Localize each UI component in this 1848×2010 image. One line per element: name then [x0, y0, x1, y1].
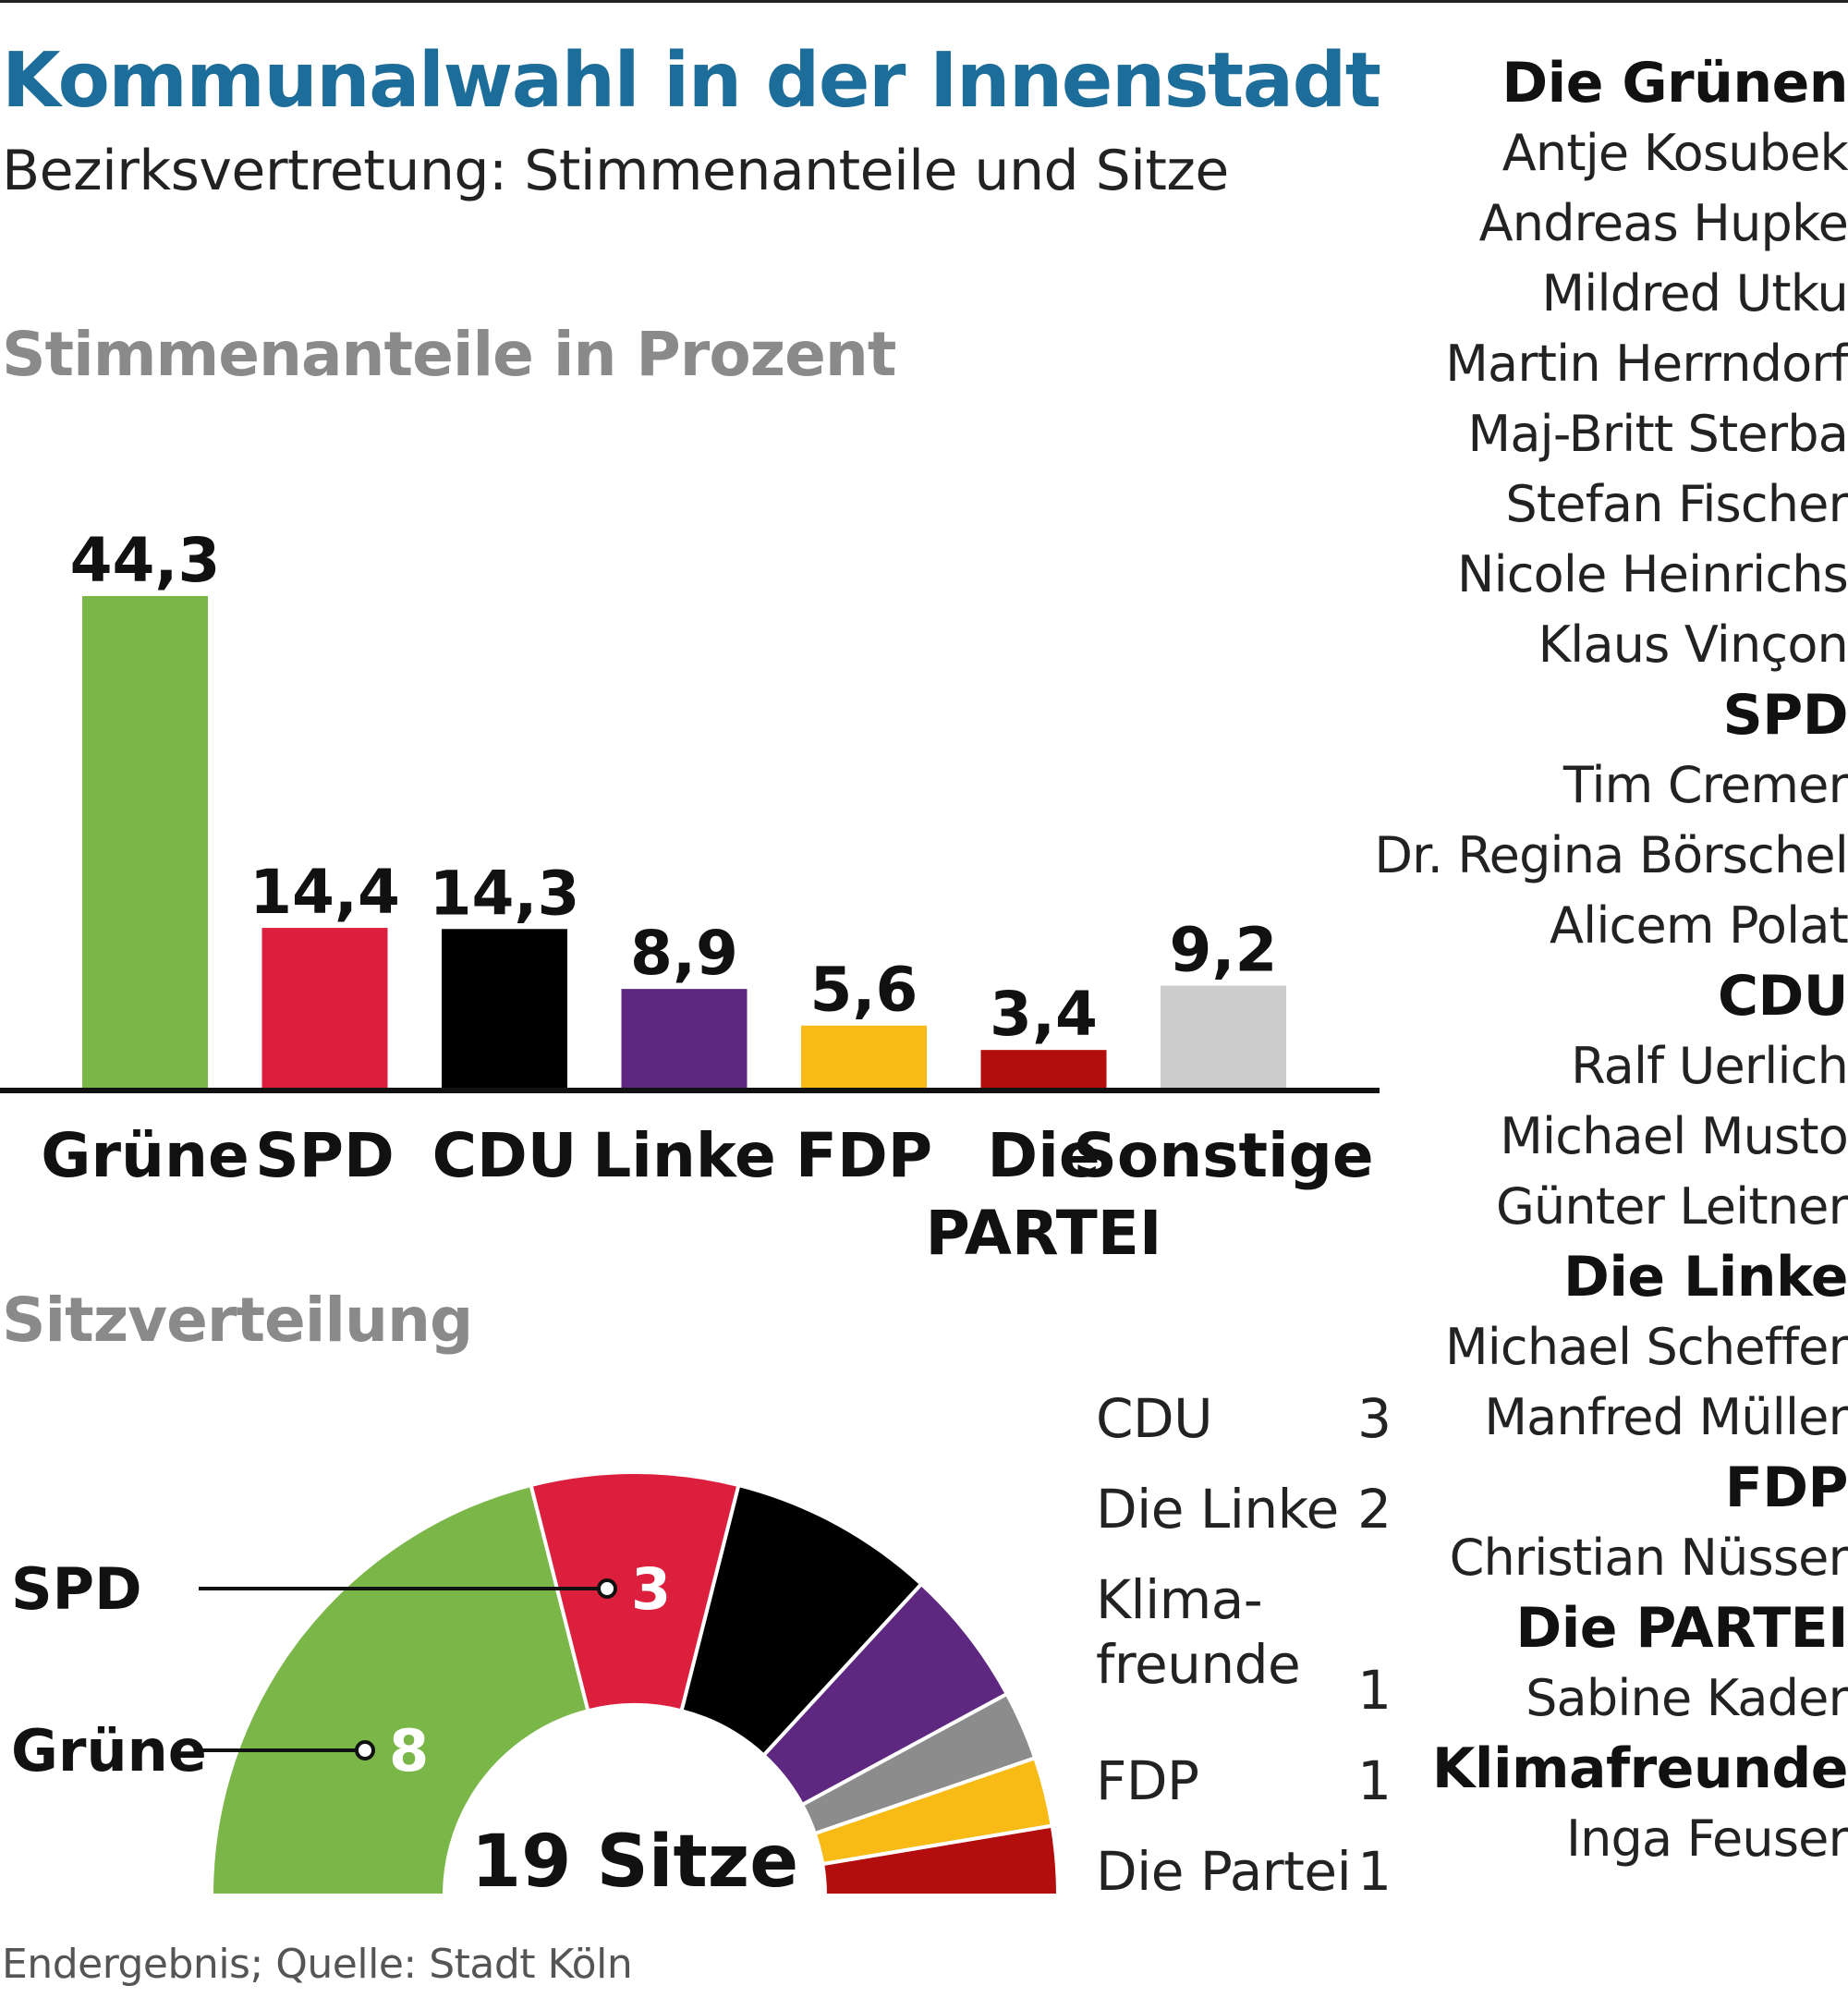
category-label: FDP — [796, 1120, 932, 1191]
bar-die-partei — [980, 1050, 1107, 1088]
rep-member: Antje Kosubek — [1502, 124, 1848, 182]
rep-party-fdp: FDP — [1724, 1456, 1848, 1520]
rep-member: Christian Nüsser — [1449, 1529, 1848, 1587]
seat-legend-party: Die Linke — [1096, 1478, 1339, 1541]
rep-member: Ralf Uerlich — [1571, 1037, 1848, 1095]
bar-linke — [621, 989, 748, 1088]
bar-fdp — [801, 1025, 927, 1088]
seat-legend-count: 1 — [1357, 1659, 1392, 1722]
bar-value-label: 3,4 — [990, 979, 1098, 1050]
bar-value-label: 44,3 — [70, 525, 221, 596]
bar-value-label: 14,4 — [249, 857, 400, 928]
callout-dot — [355, 1740, 376, 1760]
bar-value-label: 9,2 — [1170, 915, 1278, 986]
seat-legend-row: Klima-freunde 1 — [1096, 1567, 1392, 1723]
seat-legend-count: 1 — [1357, 1840, 1392, 1903]
bar-section-title: Stimmenanteile in Prozent — [2, 319, 896, 390]
rep-member: Sabine Kader — [1526, 1669, 1848, 1727]
callout-value-grüne: 8 — [389, 1717, 429, 1785]
seat-legend: CDU 3 Die Linke 2 Klima-freunde 1 FDP 1 Die Part… — [1096, 1386, 1392, 1930]
rep-party-die-linke: Die Linke — [1563, 1245, 1848, 1310]
rep-member: Andreas Hupke — [1478, 194, 1848, 252]
seat-legend-party: Die Partei — [1096, 1840, 1352, 1903]
seat-total-label: 19 Sitze — [471, 1821, 798, 1904]
category-label: CDU — [432, 1120, 578, 1191]
category-label: Grüne — [41, 1120, 249, 1191]
rep-member: Mildred Utku — [1541, 264, 1848, 323]
bar-value-label: 8,9 — [630, 918, 738, 989]
bar-grüne — [82, 596, 208, 1088]
rep-member: Günter Leitner — [1495, 1177, 1848, 1236]
category-label: Sonstige — [1073, 1120, 1373, 1191]
page-subtitle: Bezirksvertretung: Stimmenanteile und Si… — [2, 139, 1229, 203]
seat-legend-party: FDP — [1096, 1749, 1199, 1812]
seat-legend-row: Die Linke 2 — [1096, 1477, 1392, 1541]
rep-member: Michael Musto — [1500, 1107, 1848, 1165]
rep-member: Michael Scheffer — [1444, 1318, 1848, 1376]
seat-legend-party: Klima-freunde — [1096, 1568, 1301, 1696]
seat-legend-party: CDU — [1096, 1387, 1213, 1450]
rep-party-spd: SPD — [1722, 683, 1848, 748]
seat-legend-count: 2 — [1357, 1478, 1392, 1541]
seat-distribution-chart: 19 Sitze SPD 3 Grüne 8 — [11, 1470, 1061, 1904]
rep-party-cdu: CDU — [1717, 964, 1848, 1029]
rep-member: Nicole Heinrichs — [1456, 545, 1848, 603]
rep-member: Inga Feuser — [1566, 1809, 1848, 1868]
rep-member: Klaus Vinçon — [1538, 615, 1848, 674]
callout-label-spd: SPD — [11, 1555, 142, 1623]
callout-value-spd: 3 — [631, 1555, 671, 1623]
rep-member: Tim Cremer — [1562, 756, 1848, 814]
callout-dot — [597, 1578, 617, 1599]
bar-value-label: 14,3 — [430, 858, 580, 929]
rep-member: Martin Herrndorf — [1445, 335, 1848, 393]
rep-party-die-grünen: Die Grünen — [1502, 51, 1848, 116]
source-footer: Endergebnis; Quelle: Stadt Köln — [2, 1941, 633, 1988]
seat-legend-count: 1 — [1357, 1749, 1392, 1812]
rep-member: Manfred Müller — [1484, 1388, 1848, 1446]
callout-label-grüne: Grüne — [11, 1717, 207, 1785]
rep-member: Alicem Polat — [1550, 896, 1848, 955]
seat-legend-row: FDP 1 — [1096, 1748, 1392, 1813]
seat-segment-die-partei — [820, 1823, 1061, 1897]
bar-value-label: 5,6 — [810, 955, 918, 1026]
representatives-list: Die Grünen Antje Kosubek Andreas Hupke Mild… — [1331, 48, 1848, 1874]
bar-spd — [261, 928, 388, 1088]
seat-legend-row: CDU 3 — [1096, 1386, 1392, 1451]
rep-party-klimafreunde: Klimafreunde — [1431, 1736, 1848, 1801]
seat-legend-row: Die Partei 1 — [1096, 1839, 1392, 1904]
page-title: Kommunalwahl in der Innenstadt — [2, 37, 1381, 125]
seat-legend-count: 3 — [1357, 1387, 1392, 1450]
rep-member: Stefan Fischer — [1505, 475, 1848, 533]
category-label: Linke — [592, 1120, 776, 1191]
category-label: SPD — [255, 1120, 395, 1191]
vote-share-bar-chart: 44,3 Grüne 14,4 SPD 14,3 CDU 8,9 Linke 5,6 FDP 3,4… — [0, 525, 1380, 1266]
category-label: Die PARTEI — [926, 1120, 1162, 1266]
rep-party-die-partei: Die PARTEI — [1515, 1596, 1848, 1661]
seat-section-title: Sitzverteilung — [2, 1285, 473, 1356]
bar-cdu — [442, 929, 567, 1088]
rep-member: Maj-Britt Sterba — [1467, 405, 1848, 463]
bar-sonstige — [1161, 985, 1286, 1088]
rep-member: Dr. Regina Börschel — [1374, 826, 1848, 884]
top-rule — [0, 0, 1848, 3]
